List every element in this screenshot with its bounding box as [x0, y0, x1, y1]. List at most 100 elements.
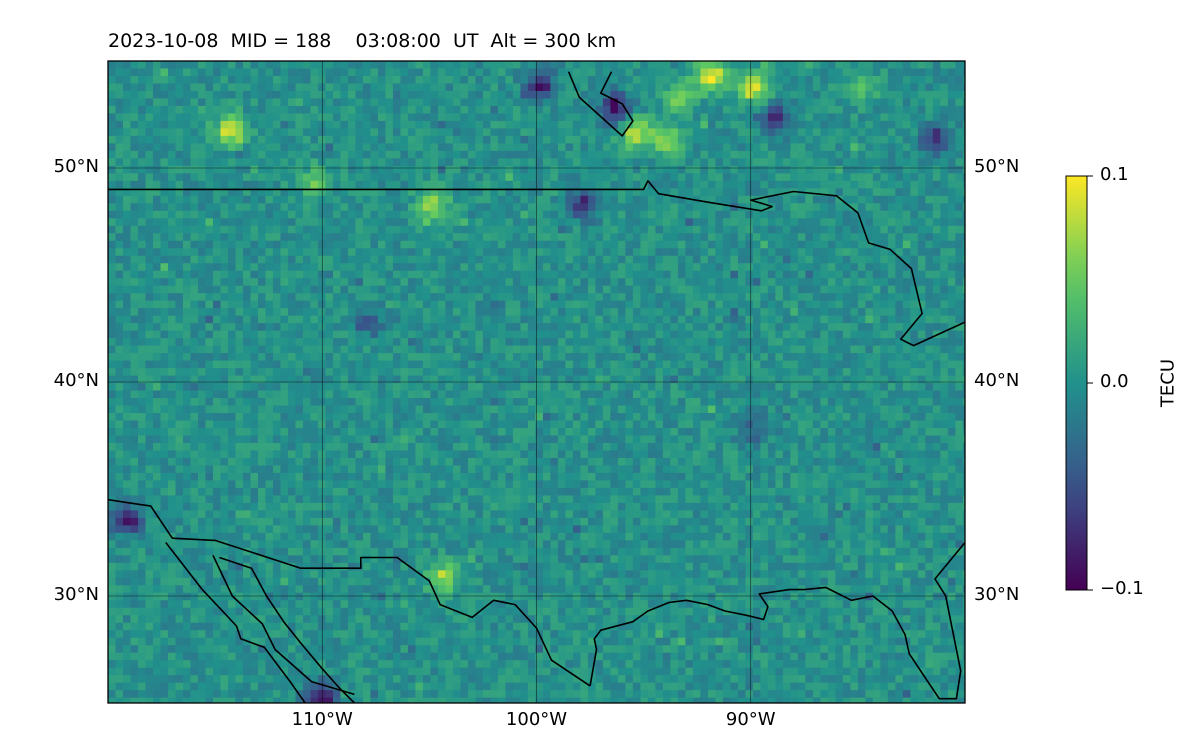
tec-cell — [842, 218, 851, 227]
tec-cell — [895, 375, 904, 384]
tec-cell — [415, 68, 424, 77]
tec-cell — [842, 173, 851, 182]
tec-cell — [602, 61, 612, 70]
tec-cell — [850, 180, 859, 189]
tec-cell — [790, 278, 799, 287]
tec-cell — [265, 345, 274, 354]
tec-cell — [490, 233, 499, 242]
tec-cell — [272, 180, 282, 189]
tec-cell — [752, 68, 761, 77]
tec-cell — [108, 360, 117, 369]
tec-cell — [790, 330, 799, 339]
tec-cell — [197, 135, 207, 144]
tec-cell — [212, 270, 222, 279]
tec-cell — [257, 345, 267, 354]
tec-cell — [872, 158, 881, 167]
tec-cell — [887, 270, 896, 279]
tec-cell — [557, 330, 567, 339]
tec-cell — [467, 165, 477, 174]
tec-cell — [782, 233, 791, 242]
tec-cell — [415, 61, 424, 70]
tec-cell — [812, 120, 821, 130]
tec-cell — [347, 135, 357, 144]
tec-cell — [925, 315, 934, 324]
tec-cell — [287, 233, 297, 242]
tec-cell — [962, 375, 965, 384]
tec-cell — [400, 150, 409, 159]
tec-cell — [722, 173, 731, 182]
tec-cell — [415, 135, 424, 144]
tec-cell — [235, 135, 244, 144]
tec-cell — [445, 285, 454, 294]
tec-cell — [160, 338, 169, 347]
tec-cell — [782, 278, 791, 287]
tec-cell — [617, 203, 627, 212]
tec-cell — [490, 263, 499, 272]
tec-cell — [205, 308, 214, 317]
tec-cell — [115, 345, 124, 354]
tec-cell — [962, 240, 965, 249]
tec-cell — [820, 83, 829, 92]
tec-cell — [625, 210, 634, 219]
tec-cell — [640, 323, 649, 332]
tec-cell — [325, 150, 334, 159]
tec-cell — [947, 300, 956, 309]
tec-cell — [347, 315, 357, 324]
tec-cell — [812, 240, 821, 249]
tec-cell — [887, 308, 896, 317]
tec-cell — [827, 270, 836, 279]
tec-cell — [167, 150, 177, 159]
tec-cell — [865, 75, 874, 85]
tec-cell — [895, 293, 904, 302]
tec-cell — [460, 173, 469, 182]
tec-cell — [790, 353, 799, 362]
tec-cell — [257, 293, 267, 302]
tec-cell — [917, 203, 926, 212]
tec-cell — [617, 158, 627, 167]
tec-cell — [782, 270, 791, 279]
tec-cell — [962, 68, 965, 77]
tec-cell — [295, 255, 304, 264]
tec-cell — [835, 330, 844, 339]
tec-cell — [302, 345, 312, 354]
tec-cell — [302, 368, 312, 377]
tec-cell — [452, 293, 462, 302]
tec-cell — [512, 180, 522, 189]
tec-cell — [242, 61, 252, 70]
tec-cell — [902, 300, 911, 309]
tec-cell — [632, 68, 642, 77]
tec-cell — [625, 240, 634, 249]
tec-cell — [865, 330, 874, 339]
tec-cell — [775, 315, 784, 324]
tec-cell — [152, 120, 162, 130]
tec-cell — [475, 150, 484, 159]
tec-cell — [917, 83, 926, 92]
tec-cell — [805, 375, 814, 384]
tec-cell — [970, 203, 978, 211]
tec-cell — [190, 188, 199, 197]
tec-cell — [955, 248, 964, 257]
tec-cell — [572, 180, 582, 189]
tec-cell — [422, 323, 432, 332]
tec-cell — [325, 113, 334, 122]
tec-cell — [257, 225, 267, 234]
tec-cell — [797, 233, 806, 242]
tec-cell — [115, 61, 124, 70]
tec-cell — [370, 353, 379, 362]
tec-cell — [685, 188, 694, 197]
tec-cell — [947, 83, 956, 92]
tec-cell — [647, 210, 657, 219]
tec-cell — [542, 330, 552, 339]
tec-cell — [175, 83, 184, 92]
tec-cell — [655, 210, 664, 219]
tec-cell — [647, 218, 657, 227]
tec-cell — [587, 338, 597, 347]
tec-cell — [587, 173, 597, 182]
tec-cell — [377, 188, 387, 197]
tec-cell — [782, 61, 791, 70]
tec-cell — [407, 293, 417, 302]
tec-cell — [707, 278, 716, 287]
tec-cell — [497, 98, 507, 107]
tec-cell — [812, 173, 821, 182]
tec-cell — [460, 120, 469, 130]
